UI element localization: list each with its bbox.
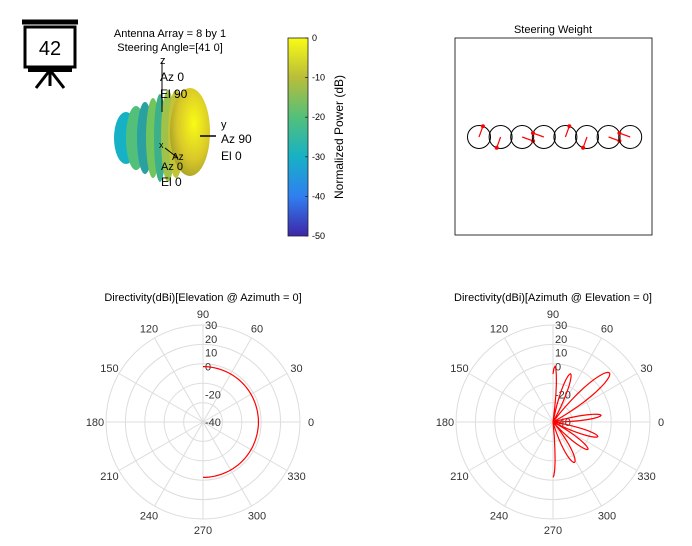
polar-angle-label: 270 [194,525,212,537]
polar-angle-label: 210 [450,471,468,483]
steering-weight-panel: Steering Weight [454,24,653,236]
directivity-curve [203,366,259,478]
radiation-pattern-surface [114,62,216,182]
polar-radial-label: -20 [555,389,571,401]
polar-angle-label: 60 [251,323,263,335]
polar-grid-spoke [154,337,204,423]
polar-angle-label: 270 [544,525,562,537]
z-axis-elevation: El 90 [160,87,188,101]
polar-angle-label: 90 [197,309,209,321]
weight-circle [467,125,491,149]
weight-marker [567,124,572,129]
polar-angle-label: 150 [450,363,468,375]
colorbar-tick-label: -40 [312,191,325,201]
pattern-title-line-1: Antenna Array = 8 by 1 [114,28,226,40]
colorbar-tick-label: -30 [312,152,325,162]
x-axis-az: Az [172,152,184,163]
polar-angle-label: 180 [86,417,104,429]
weight-marker [617,131,622,136]
colorbar-tick-label: 0 [312,33,317,43]
polar-grid-spoke [552,337,602,423]
polar-grid-spoke [202,421,288,471]
polar-radial-label: 10 [205,348,217,360]
polar-radial-label: 30 [555,320,567,332]
polar-angle-label: 90 [547,309,559,321]
steering-weight-title: Steering Weight [514,24,592,36]
polar-grid-spoke [202,421,252,507]
polar-angle-label: 300 [598,511,616,523]
polar-grid-spoke [154,421,204,507]
polar-radial-label: 30 [205,320,217,332]
polar-radial-label: -20 [205,389,221,401]
polar-angle-label: 30 [290,363,302,375]
colorbar: 0 -10 -20 -30 -40 -50 Normalized Power (dB) [287,33,346,241]
polar-angle-label: 0 [658,417,664,429]
azimuth-polar-title: Directivity(dBi)[Azimuth @ Elevation = 0… [454,292,652,304]
polar-angle-label: 30 [640,363,652,375]
azimuth-polar-panel: Directivity(dBi)[Azimuth @ Elevation = 0… [436,292,664,537]
polar-angle-label: 210 [100,471,118,483]
colorbar-label: Normalized Power (dB) [332,75,346,199]
polar-angle-label: 0 [308,417,314,429]
z-axis-label: z [160,55,166,67]
polar-grid-spoke [468,421,554,471]
weight-marker [494,145,499,150]
weight-marker [530,131,535,136]
weight-circle [596,125,621,149]
weight-circle [575,125,599,149]
polar-radial-label: 10 [555,348,567,360]
polar-angle-label: 300 [248,511,266,523]
polar-angle-label: 240 [140,511,158,523]
polar-angle-label: 330 [637,471,655,483]
pattern-3d-panel: Antenna Array = 8 by 1 Steering Angle=[4… [114,28,346,241]
polar-angle-label: 330 [287,471,305,483]
weight-marker [581,145,586,150]
polar-grid-spoke [202,373,288,423]
polar-grid-spoke [468,373,554,423]
badge-number: 42 [39,38,61,60]
weight-marker [480,124,485,129]
z-axis-azimuth: Az 0 [160,70,184,84]
weight-circle [553,125,578,149]
pattern-title-line-2: Steering Angle=[41 0] [117,42,223,54]
polar-angle-label: 240 [490,511,508,523]
polar-angle-label: 180 [436,417,454,429]
polar-radial-label: -40 [205,417,221,429]
colorbar-tick-label: -50 [312,231,325,241]
y-axis-elevation: El 0 [221,149,242,163]
weight-circle [510,125,535,149]
x-axis-label: x [159,140,164,150]
polar-angle-label: 120 [490,323,508,335]
polar-radial-label: 0 [555,362,561,374]
polar-radial-label: 0 [205,362,211,374]
polar-angle-label: 120 [140,323,158,335]
polar-grid-spoke [552,421,602,507]
weight-circle [531,125,556,149]
polar-angle-label: 60 [601,323,613,335]
presentation-board-icon: 42 [22,19,78,89]
weight-circle [618,125,643,149]
elevation-polar-title: Directivity(dBi)[Elevation @ Azimuth = 0… [104,292,301,304]
weight-circle [488,125,513,149]
directivity-curve [552,365,611,478]
polar-radial-label: 20 [205,334,217,346]
y-axis-label: y [221,119,227,131]
polar-grid-spoke [118,421,204,471]
polar-grid-spoke [118,373,204,423]
x-axis-elevation: El 0 [161,175,182,189]
polar-radial-label: 20 [555,334,567,346]
colorbar-tick-label: -20 [312,112,325,122]
polar-grid-spoke [504,337,554,423]
polar-grid-spoke [202,337,252,423]
y-axis-azimuth: Az 90 [221,132,252,146]
colorbar-tick-label: -10 [312,73,325,83]
elevation-polar-panel: Directivity(dBi)[Elevation @ Azimuth = 0… [86,292,314,537]
polar-angle-label: 150 [100,363,118,375]
x-axis-azimuth: Az 0 [161,161,183,173]
polar-grid-spoke [504,421,554,507]
